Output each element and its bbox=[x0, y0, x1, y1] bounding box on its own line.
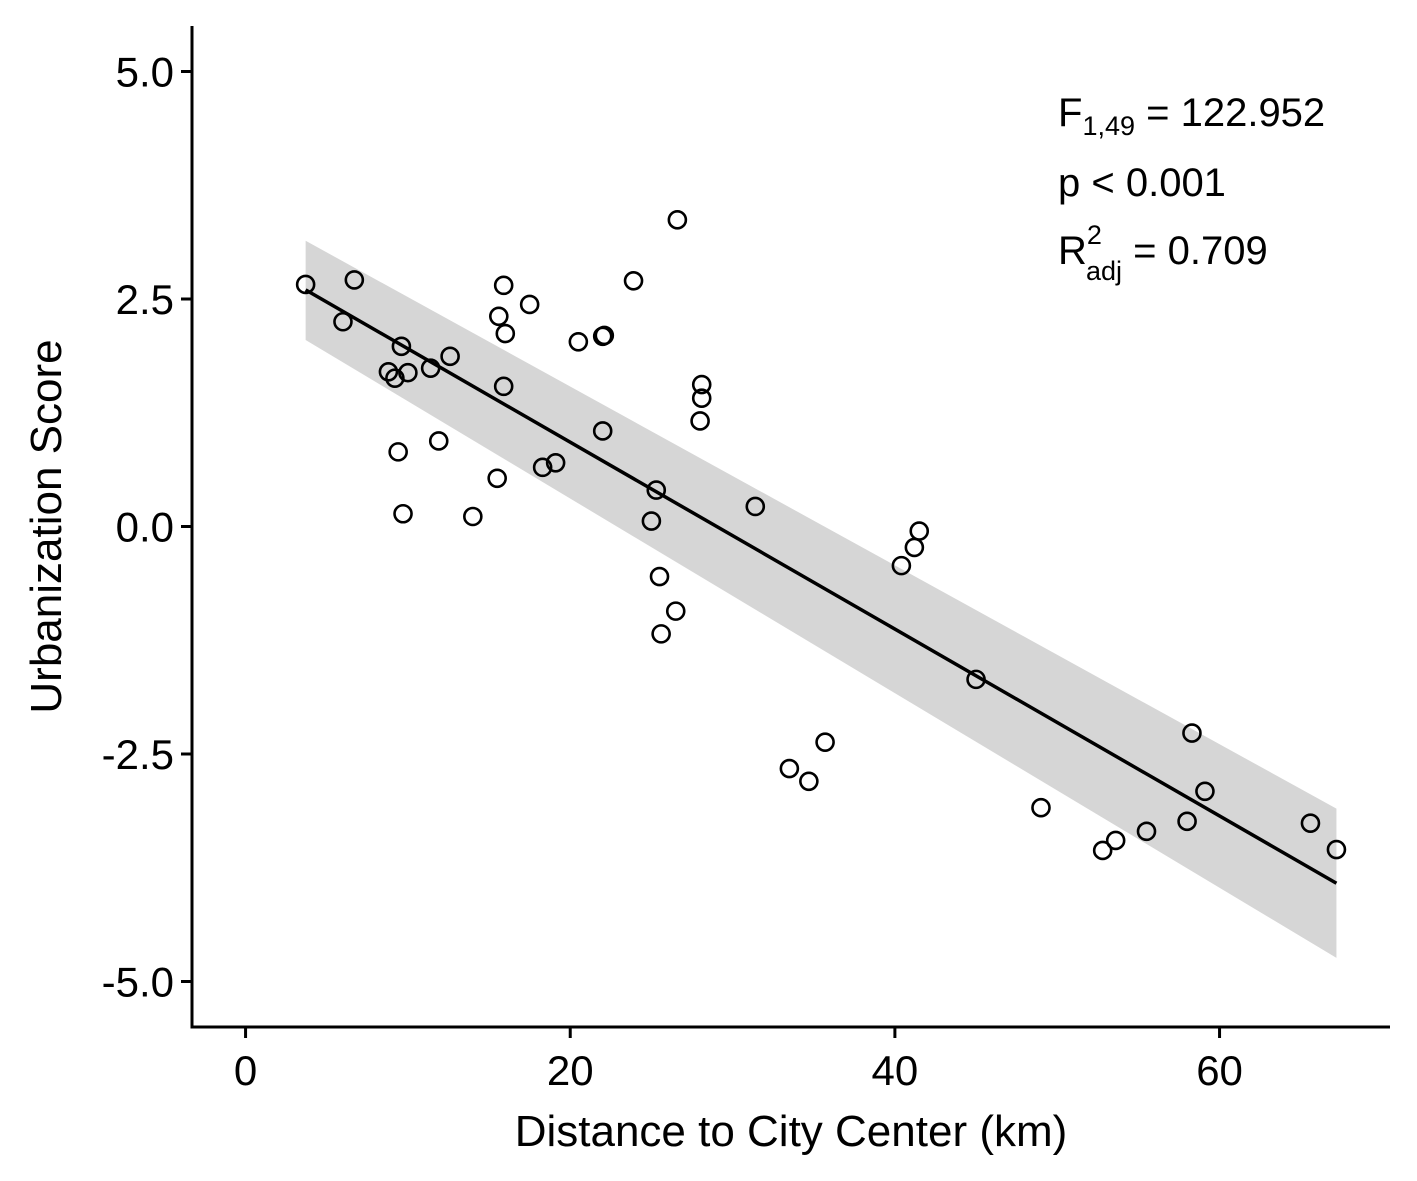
r-squared-text: R2 adj = 0.709 bbox=[1058, 220, 1268, 286]
r-subscript: adj bbox=[1086, 256, 1122, 286]
data-point bbox=[651, 624, 671, 644]
data-point bbox=[1326, 839, 1347, 860]
data-point bbox=[623, 270, 644, 291]
r-main: R bbox=[1058, 229, 1087, 273]
data-point bbox=[1182, 723, 1202, 743]
data-point bbox=[532, 457, 553, 478]
data-point bbox=[398, 362, 418, 383]
data-point bbox=[388, 442, 408, 462]
data-point bbox=[489, 306, 509, 327]
data-point bbox=[815, 732, 835, 752]
y-tick-label: 0.0 bbox=[116, 504, 174, 551]
f-main: F bbox=[1058, 91, 1082, 135]
r-superscript: 2 bbox=[1087, 220, 1102, 250]
data-point bbox=[333, 311, 353, 332]
data-point bbox=[665, 601, 686, 621]
confidence-band bbox=[305, 240, 1337, 958]
data-point bbox=[393, 503, 413, 524]
x-tick-label: 40 bbox=[872, 1047, 919, 1094]
data-point bbox=[519, 294, 540, 315]
ticks-layer: 0 20 40 60 -5.0 -2.5 0.0 2.5 5.0 bbox=[102, 49, 1243, 1095]
regression-line bbox=[304, 288, 1338, 885]
p-value-text: p < 0.001 bbox=[1058, 161, 1226, 205]
data-point bbox=[440, 346, 460, 367]
data-point bbox=[779, 758, 800, 779]
data-point bbox=[545, 452, 566, 473]
data-point bbox=[1177, 811, 1197, 832]
data-point bbox=[295, 274, 316, 295]
f-subscript: 1,49 bbox=[1082, 111, 1135, 141]
data-point bbox=[904, 537, 925, 558]
data-point bbox=[691, 388, 712, 408]
data-point bbox=[428, 431, 449, 451]
data-point bbox=[690, 411, 710, 431]
data-point bbox=[420, 358, 441, 378]
stats-annotation: F1,49 = 122.952 p < 0.001 R2 adj = 0.709 bbox=[1058, 91, 1325, 286]
y-tick-label: -2.5 bbox=[102, 731, 174, 778]
data-point bbox=[646, 480, 667, 500]
data-point bbox=[495, 323, 516, 344]
data-point bbox=[1300, 813, 1321, 833]
f-value: = 122.952 bbox=[1135, 91, 1325, 135]
data-point bbox=[391, 336, 412, 357]
data-point bbox=[966, 669, 986, 690]
data-points-layer bbox=[295, 210, 1347, 861]
y-tick-label: -5.0 bbox=[102, 959, 174, 1006]
data-point bbox=[487, 468, 507, 489]
data-point bbox=[463, 506, 483, 527]
x-tick-label: 60 bbox=[1196, 1047, 1243, 1094]
data-point bbox=[641, 511, 662, 531]
data-point bbox=[1031, 797, 1051, 818]
data-point bbox=[1092, 840, 1113, 861]
x-axis-title: Distance to City Center (km) bbox=[515, 1107, 1068, 1156]
data-point bbox=[745, 496, 766, 517]
data-point bbox=[592, 421, 613, 441]
data-point bbox=[385, 368, 405, 388]
y-tick-label: 2.5 bbox=[116, 276, 174, 323]
r-value: = 0.709 bbox=[1122, 229, 1268, 273]
fit-line-layer bbox=[304, 288, 1338, 885]
data-point bbox=[891, 555, 912, 576]
data-point bbox=[649, 566, 670, 587]
data-point bbox=[909, 521, 930, 541]
f-statistic-text: F1,49 = 122.952 bbox=[1058, 91, 1325, 141]
x-tick-label: 20 bbox=[547, 1047, 594, 1094]
data-point bbox=[378, 361, 399, 382]
data-point bbox=[799, 771, 819, 792]
y-tick-label: 5.0 bbox=[116, 49, 174, 96]
confidence-band-layer bbox=[305, 240, 1337, 958]
data-point bbox=[344, 270, 365, 290]
data-point bbox=[1195, 781, 1215, 802]
data-point bbox=[1105, 830, 1126, 851]
data-point bbox=[594, 325, 615, 346]
data-point bbox=[667, 210, 688, 230]
data-point bbox=[691, 374, 712, 395]
data-point bbox=[493, 275, 514, 296]
data-point bbox=[568, 331, 589, 352]
data-point bbox=[493, 376, 514, 397]
y-axis-title: Urbanization Score bbox=[22, 339, 71, 713]
x-tick-label: 0 bbox=[234, 1047, 257, 1094]
data-point bbox=[1136, 821, 1157, 842]
